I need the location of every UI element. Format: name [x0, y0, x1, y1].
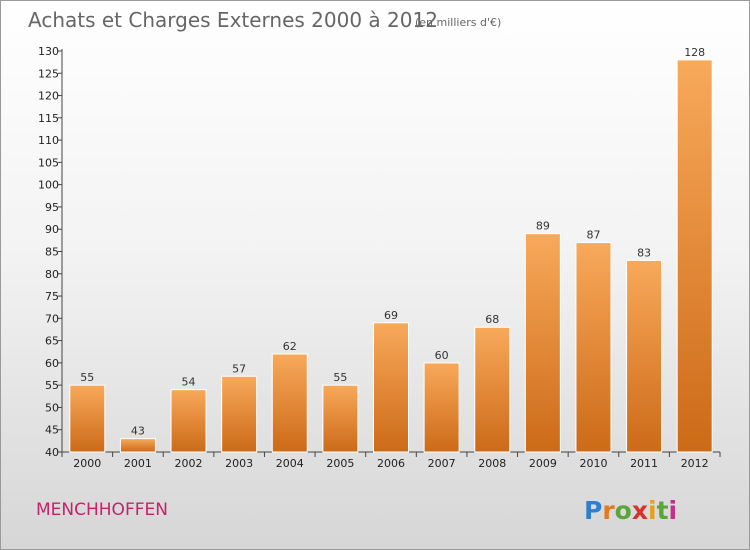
data-label-2010: 87	[586, 229, 600, 242]
bar-2004	[271, 353, 308, 453]
y-tick-label: 85	[45, 246, 59, 259]
proxiti-logo: Proxiti	[584, 496, 677, 525]
data-label-2008: 68	[485, 313, 499, 326]
y-tick-label: 125	[38, 67, 59, 80]
data-label-2012: 128	[684, 46, 705, 59]
y-tick-label: 95	[45, 201, 59, 214]
data-label-2000: 55	[80, 371, 94, 384]
y-tick-label: 55	[45, 379, 59, 392]
bar-2000	[69, 384, 106, 453]
bar-2003	[221, 375, 258, 453]
data-label-2004: 62	[283, 340, 297, 353]
x-tick-label: 2006	[377, 457, 405, 470]
logo-letter: i	[669, 496, 678, 525]
logo-letter: o	[615, 496, 632, 525]
y-tick-label: 45	[45, 424, 59, 437]
x-tick-label: 2012	[681, 457, 709, 470]
logo-letter: x	[632, 496, 648, 525]
y-tick-label: 110	[38, 134, 59, 147]
bar-2007	[423, 362, 460, 453]
chart-title: Achats et Charges Externes 2000 à 2012	[28, 8, 438, 32]
data-label-2001: 43	[131, 425, 145, 438]
bar-2010	[575, 242, 612, 453]
data-label-2011: 83	[637, 246, 651, 259]
logo-letter: P	[584, 496, 602, 525]
x-tick-label: 2011	[630, 457, 658, 470]
logo-letter: t	[657, 496, 669, 525]
bar-2005	[322, 384, 359, 453]
data-label-2009: 89	[536, 220, 550, 233]
commune-name: MENCHHOFFEN	[36, 500, 168, 520]
logo-letter: r	[602, 496, 615, 525]
bar-2009	[524, 233, 561, 453]
x-tick-label: 2010	[579, 457, 607, 470]
x-tick-label: 2001	[124, 457, 152, 470]
bar-2001	[119, 438, 156, 453]
data-label-2002: 54	[182, 376, 196, 389]
y-tick-label: 70	[45, 312, 59, 325]
y-tick-label: 90	[45, 223, 59, 236]
x-axis: 2000 2001 2002 2003 2004 2005 2006 2007 2008 2009…	[61, 451, 721, 470]
y-tick-label: 80	[45, 268, 59, 281]
logo-letter: i	[648, 496, 657, 525]
y-tick-label: 115	[38, 112, 59, 125]
data-label-2007: 60	[435, 349, 449, 362]
x-tick-label: 2003	[225, 457, 253, 470]
x-tick-label: 2000	[73, 457, 101, 470]
y-tick-label: 40	[45, 446, 59, 459]
bar-2002	[170, 389, 207, 453]
y-tick-label: 105	[38, 156, 59, 169]
bar-2006	[373, 322, 409, 453]
data-label-2005: 55	[333, 371, 347, 384]
y-tick-label: 60	[45, 357, 59, 370]
bar-2008	[474, 326, 511, 453]
x-tick-label: 2005	[326, 457, 354, 470]
x-tick-label: 2004	[276, 457, 304, 470]
y-tick-label: 75	[45, 290, 59, 303]
bar-2011	[626, 259, 663, 453]
x-tick-label: 2007	[428, 457, 456, 470]
y-tick-label: 120	[38, 90, 59, 103]
data-label-2003: 57	[232, 362, 246, 375]
x-tick-label: 2002	[175, 457, 203, 470]
y-axis: 40 45 50 55 60 65 70 75 80 85 90 95 100 105 110 115 120 1…	[38, 45, 63, 459]
data-label-2006: 69	[384, 309, 398, 322]
y-tick-label: 65	[45, 335, 59, 348]
y-tick-label: 100	[38, 179, 59, 192]
x-tick-label: 2008	[478, 457, 506, 470]
bar-2012	[676, 59, 713, 453]
bars: 55 43 54 57 62 55 69 60 68 89 87 83 128	[69, 46, 713, 453]
y-tick-label: 50	[45, 401, 59, 414]
unit-note: (en milliers d'€)	[415, 16, 501, 29]
y-tick-label: 130	[38, 45, 59, 58]
x-tick-label: 2009	[529, 457, 557, 470]
